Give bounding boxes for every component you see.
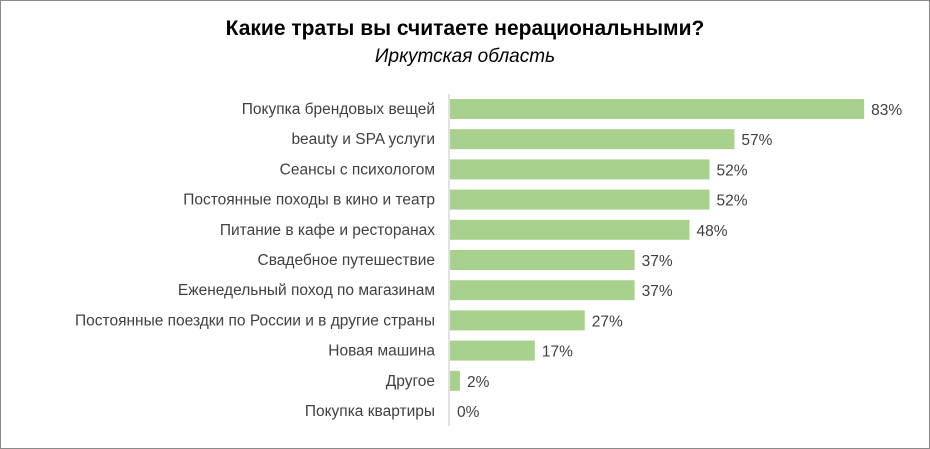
category-label: Сеансы с психологом xyxy=(280,161,435,178)
bar xyxy=(450,310,585,331)
bar xyxy=(450,280,635,301)
bar xyxy=(450,189,710,210)
category-label: Покупка брендовых вещей xyxy=(242,101,435,118)
bar xyxy=(450,159,710,180)
bar xyxy=(450,219,690,240)
data-label: 37% xyxy=(642,253,673,270)
bar xyxy=(450,99,865,119)
bar xyxy=(450,129,735,150)
category-label: Другое xyxy=(386,373,435,390)
data-label: 52% xyxy=(716,162,747,179)
category-label: beauty и SPA услуги xyxy=(291,131,435,148)
category-label: Питание в кафе и ресторанах xyxy=(220,222,435,239)
category-label: Постоянные поездки по России и в другие … xyxy=(75,312,435,329)
data-label: 2% xyxy=(467,374,490,391)
data-label: 27% xyxy=(592,313,623,330)
data-label: 17% xyxy=(542,344,573,361)
bar xyxy=(450,370,460,391)
category-label: Свадебное путешествие xyxy=(258,252,435,269)
data-label: 37% xyxy=(642,283,673,300)
bar xyxy=(450,340,535,361)
category-label: Еженедельный поход по магазинам xyxy=(178,282,435,299)
data-label: 0% xyxy=(457,404,480,421)
data-label: 48% xyxy=(697,223,728,240)
data-label: 83% xyxy=(871,102,902,119)
chart-title: Какие траты вы считаете нерациональными? xyxy=(225,17,705,40)
chart-subtitle: Иркутская область xyxy=(374,46,556,67)
category-label: Покупка квартиры xyxy=(305,403,435,420)
data-label: 52% xyxy=(716,193,747,210)
category-label: Новая машина xyxy=(328,343,435,360)
bar xyxy=(450,250,635,270)
data-label: 57% xyxy=(741,132,772,149)
category-label: Постоянные походы в кино и театр xyxy=(183,192,435,209)
